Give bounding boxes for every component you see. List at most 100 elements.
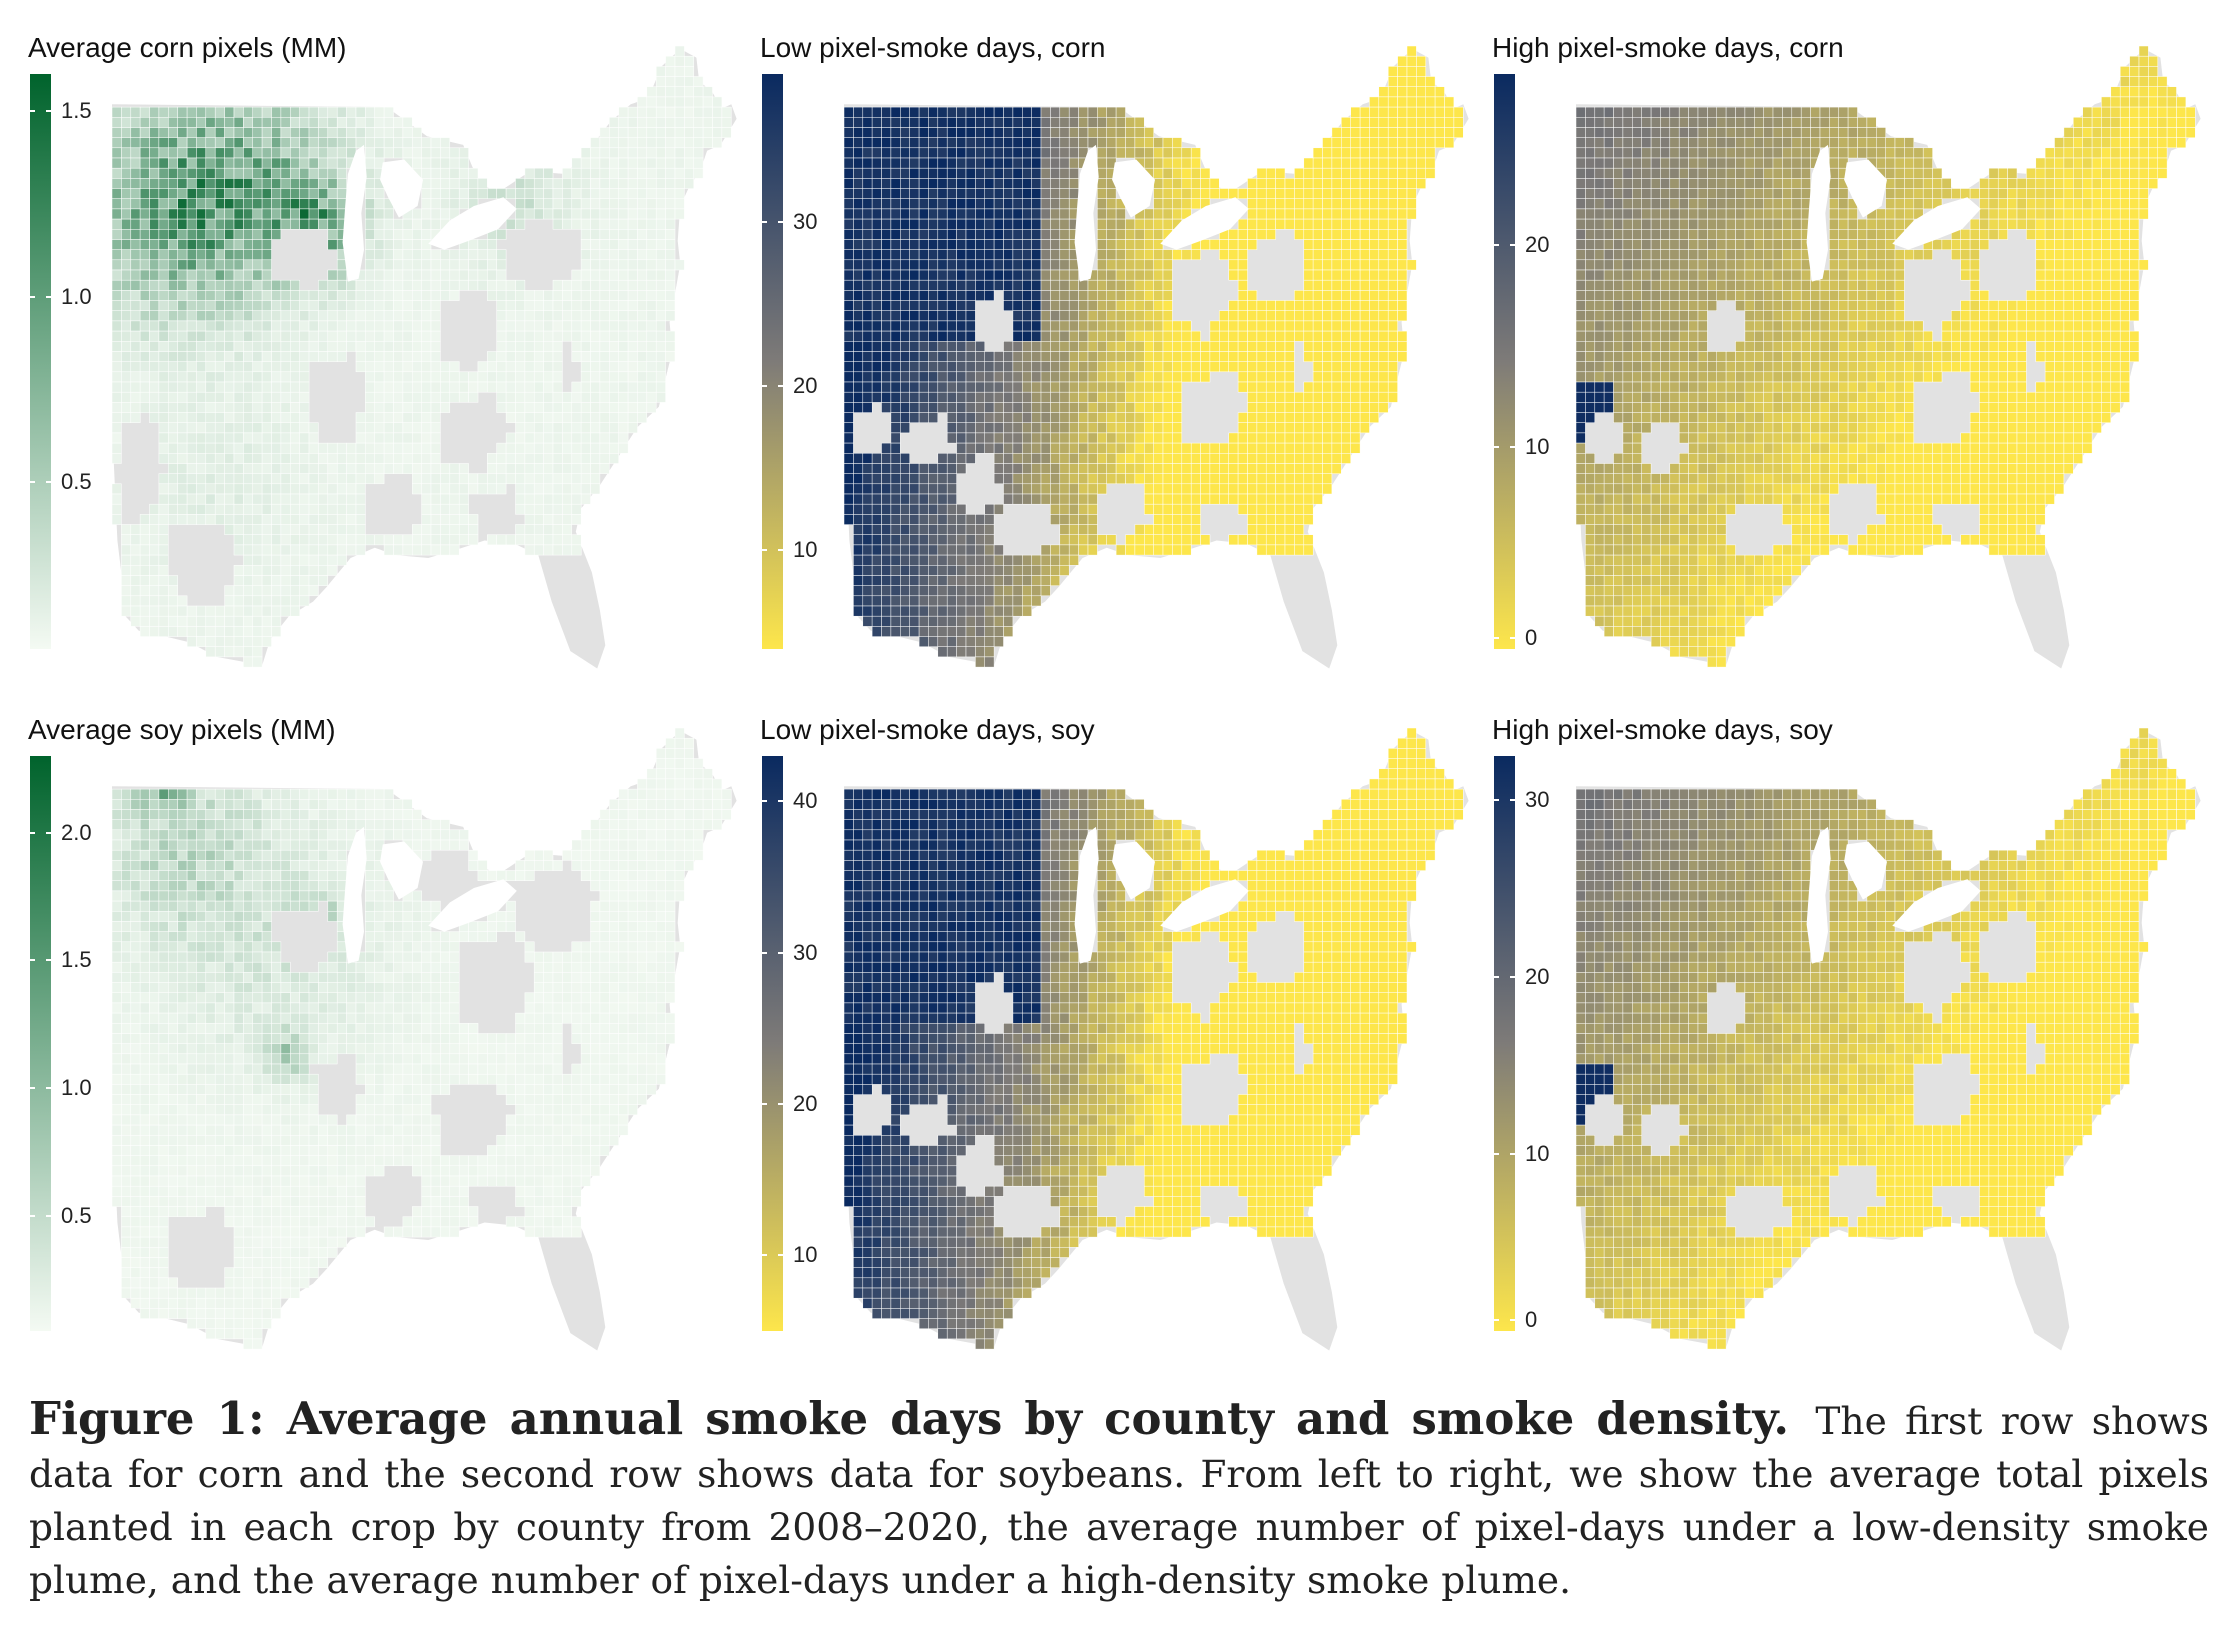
county-cell bbox=[290, 534, 300, 546]
county-cell bbox=[674, 259, 685, 271]
county-cell bbox=[562, 320, 573, 332]
county-cell bbox=[186, 463, 197, 474]
county-cell bbox=[139, 626, 150, 637]
county-cell bbox=[440, 157, 451, 169]
county-cell bbox=[1322, 371, 1333, 383]
county-cell bbox=[844, 117, 854, 128]
county-cell bbox=[168, 575, 178, 586]
county-cell bbox=[890, 351, 901, 362]
county-cell bbox=[890, 229, 901, 240]
county-cell bbox=[890, 626, 901, 637]
county-cell bbox=[1322, 188, 1333, 199]
county-cell bbox=[543, 208, 554, 220]
county-cell bbox=[618, 229, 629, 240]
county-cell bbox=[1172, 422, 1183, 434]
county-cell bbox=[909, 341, 920, 352]
county-cell bbox=[214, 615, 225, 627]
county-cell bbox=[1603, 147, 1614, 159]
county-cell bbox=[1022, 381, 1032, 393]
county-cell bbox=[871, 279, 882, 291]
county-cell bbox=[1444, 117, 1455, 128]
county-cell bbox=[139, 167, 150, 179]
county-cell bbox=[2138, 117, 2149, 128]
county-cell bbox=[224, 432, 235, 444]
county-cell bbox=[112, 167, 122, 179]
county-cell bbox=[1115, 453, 1126, 464]
county-cell bbox=[862, 198, 873, 210]
county-cell bbox=[1294, 503, 1305, 515]
county-cell bbox=[637, 330, 648, 342]
county-cell bbox=[993, 269, 1004, 281]
county-cell bbox=[1387, 391, 1398, 403]
county-cell bbox=[853, 290, 864, 301]
county-cell bbox=[1012, 310, 1023, 322]
county-cell bbox=[2091, 106, 2102, 118]
county-cell bbox=[1012, 595, 1023, 607]
county-cell bbox=[393, 412, 404, 423]
county-cell bbox=[1040, 402, 1051, 413]
county-cell bbox=[1068, 473, 1079, 485]
county-cell bbox=[449, 483, 460, 495]
county-cell bbox=[449, 514, 460, 525]
county-cell bbox=[909, 565, 920, 576]
county-cell bbox=[505, 310, 516, 322]
county-cell bbox=[900, 330, 910, 342]
county-cell bbox=[844, 269, 854, 281]
county-cell bbox=[1162, 310, 1173, 322]
county-cell bbox=[1791, 157, 1802, 169]
county-cell bbox=[327, 473, 338, 485]
county-cell bbox=[1256, 503, 1267, 515]
county-cell bbox=[205, 300, 216, 311]
county-cell bbox=[965, 188, 976, 199]
county-cell bbox=[1040, 229, 1051, 240]
county-cell bbox=[1819, 117, 1830, 128]
county-cell bbox=[1162, 137, 1173, 149]
county-cell bbox=[655, 167, 666, 179]
county-cell bbox=[1406, 86, 1417, 98]
county-cell bbox=[1585, 106, 1596, 118]
county-cell bbox=[186, 341, 197, 352]
county-cell bbox=[149, 402, 160, 413]
colorbar-tick: 20 bbox=[762, 375, 862, 397]
county-cell bbox=[1303, 381, 1314, 393]
county-cell bbox=[168, 157, 178, 169]
county-cell bbox=[1397, 147, 1408, 159]
county-cell bbox=[1932, 167, 1943, 179]
county-cell bbox=[186, 178, 197, 189]
county-cell bbox=[449, 493, 460, 505]
county-cell bbox=[928, 554, 939, 566]
county-cell bbox=[205, 432, 216, 444]
county-cell bbox=[440, 493, 451, 505]
county-cell bbox=[421, 269, 432, 281]
county-cell bbox=[975, 269, 986, 281]
county-cell bbox=[684, 66, 695, 77]
county-cell bbox=[1012, 351, 1023, 362]
county-cell bbox=[308, 208, 319, 220]
county-cell bbox=[1256, 534, 1267, 546]
county-cell bbox=[1097, 422, 1107, 434]
county-cell bbox=[1228, 239, 1239, 250]
county-cell bbox=[562, 514, 573, 525]
county-cell bbox=[421, 290, 432, 301]
county-cell bbox=[965, 544, 976, 556]
county-cell bbox=[655, 76, 666, 87]
county-cell bbox=[1265, 544, 1276, 556]
county-cell bbox=[1265, 320, 1276, 332]
county-cell bbox=[214, 483, 225, 495]
county-cell bbox=[975, 432, 986, 444]
county-cell bbox=[1022, 565, 1032, 576]
county-cell bbox=[1031, 229, 1042, 240]
county-cell bbox=[637, 218, 648, 230]
county-cell bbox=[993, 198, 1004, 210]
county-cell bbox=[365, 402, 375, 413]
county-cell bbox=[430, 483, 441, 495]
county-cell bbox=[599, 442, 610, 454]
county-cell bbox=[243, 473, 254, 485]
county-cell bbox=[308, 167, 319, 179]
county-cell bbox=[1303, 391, 1314, 403]
county-cell bbox=[1190, 147, 1201, 159]
county-cell bbox=[1172, 442, 1183, 454]
county-cell bbox=[674, 96, 685, 108]
county-cell bbox=[937, 229, 948, 240]
county-cell bbox=[2129, 86, 2140, 98]
